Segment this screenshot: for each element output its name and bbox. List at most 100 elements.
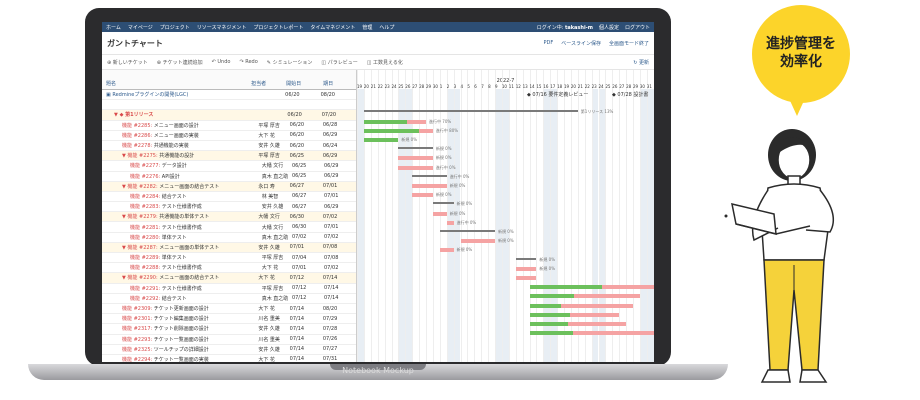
menu-mypage[interactable]: マイページ	[127, 24, 153, 31]
issue-tracker-id[interactable]: 機能 #2317:	[122, 326, 154, 333]
row-title[interactable]: 機能 #2285: メニュー画面の設計	[102, 122, 258, 129]
row-title[interactable]: ▼ 機能 #2275: 共通機能の設計	[102, 152, 258, 159]
issue-tracker-id[interactable]: ▼ 機能 #2279:	[122, 214, 160, 221]
simulation-button[interactable]: ✎ シミュレーション	[266, 59, 313, 66]
gantt-row[interactable]: ▼ ◆ 第1リリース 06/20 07/20	[102, 110, 356, 121]
col-start[interactable]: 開始日	[286, 81, 302, 87]
row-title[interactable]: ▼ 機能 #2282: メニュー画面の結合テスト	[102, 183, 258, 190]
menu-time[interactable]: タイムマネジメント	[310, 24, 356, 31]
pdf-button[interactable]: PDF	[543, 39, 554, 46]
menu-admin[interactable]: 管理	[362, 24, 373, 31]
row-title[interactable]: 機能 #2278: 共通機能の実装	[102, 142, 258, 149]
menu-home[interactable]: ホーム	[106, 24, 121, 31]
task-bar[interactable]	[460, 239, 495, 244]
parallel-view-button[interactable]: ◫ パラレビュー	[321, 59, 358, 66]
row-title[interactable]: ▼ 機能 #2287: メニュー画面の単体テスト	[102, 244, 258, 251]
issue-tracker-id[interactable]: 機能 #2280:	[130, 234, 162, 241]
row-title[interactable]: 機能 #2276: API設計	[102, 173, 262, 180]
gantt-row[interactable]: 機能 #2309: チケット更新画面の設計 大下 花 07/14 08/20	[102, 304, 356, 315]
issue-tracker-id[interactable]: 機能 #2288:	[130, 265, 162, 272]
gantt-row[interactable]: 機能 #2284: 結合テスト林 美智 06/27 07/01	[102, 192, 356, 203]
issue-tracker-id[interactable]: 機能 #2278:	[122, 143, 154, 150]
row-title[interactable]: 機能 #2325: ツールチップの詳細設計	[102, 346, 258, 353]
issue-tracker-id[interactable]: 機能 #2325:	[122, 346, 154, 353]
row-title[interactable]: 機能 #2292: 結合テスト	[102, 295, 262, 302]
gantt-row[interactable]: 機能 #2278: 共通機能の実装 安井 久雄 06/20 06/24	[102, 141, 356, 152]
menu-resource[interactable]: リソースマネジメント	[196, 24, 247, 31]
row-title[interactable]: 機能 #2294: チケット一覧画面の実装	[102, 356, 258, 362]
gantt-row[interactable]: 機能 #2277: データ設計 大幡 文行 06/25 06/29	[102, 161, 356, 172]
issue-tracker-id[interactable]: 機能 #2301:	[122, 316, 154, 323]
issue-tracker-id[interactable]: ▼ 機能 #2287:	[122, 244, 160, 251]
gantt-row[interactable]: 機能 #2281: テスト仕様書作成 大幡 文行 06/30 07/01	[102, 222, 356, 233]
fullscreen-exit-button[interactable]: 全画面モード終了	[608, 40, 649, 47]
row-title[interactable]: 機能 #2289: 単体テスト	[102, 254, 262, 261]
row-title[interactable]: 機能 #2309: チケット更新画面の設計	[102, 305, 258, 312]
milestone-marker[interactable]: ◆ 07/28 設計書	[612, 92, 649, 98]
issue-tracker-id[interactable]: 機能 #2294:	[122, 356, 154, 362]
menu-project[interactable]: プロジェクト	[159, 24, 190, 31]
refresh-button[interactable]: ↻ 更新	[633, 59, 649, 66]
task-bar[interactable]	[412, 174, 447, 177]
issue-tracker-id[interactable]: ▼ 機能 #2282:	[122, 183, 160, 190]
task-bar[interactable]	[432, 211, 447, 216]
row-title[interactable]: 機能 #2301: チケット編集画面の設計	[102, 315, 258, 322]
gantt-row[interactable]: 機能 #2276: API設計 真木 直之助 06/25 06/29	[102, 172, 356, 182]
row-title[interactable]: 機能 #2291: テスト仕様書作成	[102, 285, 262, 292]
row-title[interactable]: 機能 #2283: テスト仕様書作成	[102, 203, 262, 210]
col-name[interactable]: 題名	[106, 81, 117, 87]
issue-tracker-id[interactable]: 機能 #2293:	[122, 336, 154, 343]
gantt-row[interactable]: 機能 #2317: チケット削除画面の設計 安井 久雄 07/14 07/28	[102, 324, 356, 335]
gantt-row[interactable]: 機能 #2280: 単体テスト 真木 直之助 07/02 07/02	[102, 233, 356, 243]
issue-tracker-id[interactable]: 機能 #2292:	[130, 295, 162, 302]
task-bar[interactable]	[398, 165, 433, 170]
gantt-row[interactable]: ▼ 機能 #2275: 共通機能の設計 平塚 厚吉 06/25 06/29	[102, 151, 356, 162]
row-title[interactable]: 機能 #2288: テスト仕様書作成	[102, 264, 262, 271]
new-issue-button[interactable]: ⊕ 新しいチケット	[107, 59, 148, 66]
row-title[interactable]: ▣ Redmineプラグインの開発(LGC)	[106, 92, 189, 99]
issue-tracker-id[interactable]: 機能 #2277:	[130, 163, 162, 170]
task-bar[interactable]	[446, 220, 454, 225]
row-title[interactable]: 機能 #2280: 単体テスト	[102, 234, 262, 241]
task-bar[interactable]	[529, 322, 627, 326]
workload-button[interactable]: ◫ 工数見える化	[366, 59, 403, 66]
gantt-row[interactable]: 機能 #2285: メニュー画面の設計 平塚 厚吉 06/20 06/28	[102, 121, 356, 131]
task-bar[interactable]	[529, 303, 633, 308]
gantt-row[interactable]: ▼ 機能 #2279: 共通機能の単体テスト 大幡 文行 06/30 07/02	[102, 212, 356, 223]
task-bar[interactable]	[439, 248, 454, 253]
row-title[interactable]: 機能 #2281: テスト仕様書作成	[102, 224, 262, 231]
task-bar[interactable]	[412, 193, 433, 198]
gantt-row[interactable]: 機能 #2286: メニュー画面の実装 大下 花 06/20 06/29	[102, 131, 356, 141]
menu-help[interactable]: ヘルプ	[379, 24, 395, 31]
gantt-row[interactable]: 機能 #2289: 単体テスト 平塚 厚吉 07/04 07/08	[102, 253, 356, 264]
task-bar[interactable]	[398, 156, 433, 161]
task-bar[interactable]	[412, 184, 447, 188]
milestone-marker[interactable]: ◆ 07/16 要件定義レビュー	[527, 92, 589, 98]
col-user[interactable]: 担当者	[251, 81, 267, 87]
menu-logout[interactable]: ログアウト	[624, 24, 650, 31]
issue-tracker-id[interactable]: ▼ 機能 #2275:	[122, 153, 160, 160]
gantt-row[interactable]: ▼ 機能 #2287: メニュー画面の単体テスト 安井 久雄 07/01 07/08	[102, 242, 356, 253]
redo-button[interactable]: ↷ Redo	[239, 59, 258, 65]
issue-tracker-id[interactable]: 機能 #2284:	[130, 193, 162, 200]
issue-tracker-id[interactable]: 機能 #2289:	[130, 255, 162, 262]
task-bar[interactable]	[398, 147, 433, 150]
row-title[interactable]: ▼ 機能 #2290: メニュー画面の結合テスト	[102, 274, 258, 281]
gantt-row[interactable]: 機能 #2283: テスト仕様書作成 安井 久雄 06/27 06/29	[102, 202, 356, 213]
row-title[interactable]: 機能 #2284: 結合テスト	[102, 193, 262, 200]
menu-settings[interactable]: 個人設定	[598, 24, 619, 31]
gantt-row[interactable]: 機能 #2325: ツールチップの詳細設計 安井 久雄 07/14 07/27	[102, 345, 356, 355]
issue-tracker-id[interactable]: 機能 #2276:	[130, 173, 162, 180]
gantt-row[interactable]: ▼ 機能 #2282: メニュー画面の結合テスト 永口 寿 06/27 07/01	[102, 181, 356, 192]
issue-tracker-id[interactable]: ▼ 機能 #2290:	[122, 275, 160, 282]
gantt-row[interactable]: 機能 #2291: テスト仕様書作成 平塚 厚吉 07/12 07/14	[102, 284, 356, 294]
row-title[interactable]: 機能 #2293: チケット一覧画面の設計	[102, 336, 258, 343]
task-bar[interactable]	[515, 257, 537, 260]
gantt-row[interactable]: ▣ Redmineプラグインの開発(LGC) 06/20 08/20	[102, 90, 356, 101]
gantt-row[interactable]: 機能 #2301: チケット編集画面の設計 川名 重美 07/14 07/29	[102, 314, 356, 325]
task-bar[interactable]	[432, 202, 454, 205]
menu-report[interactable]: プロジェクトレポート	[253, 24, 304, 31]
row-title[interactable]: 機能 #2286: メニュー画面の実装	[102, 132, 258, 139]
col-end[interactable]: 期日	[323, 81, 334, 87]
issue-tracker-id[interactable]: 機能 #2281:	[130, 224, 162, 231]
